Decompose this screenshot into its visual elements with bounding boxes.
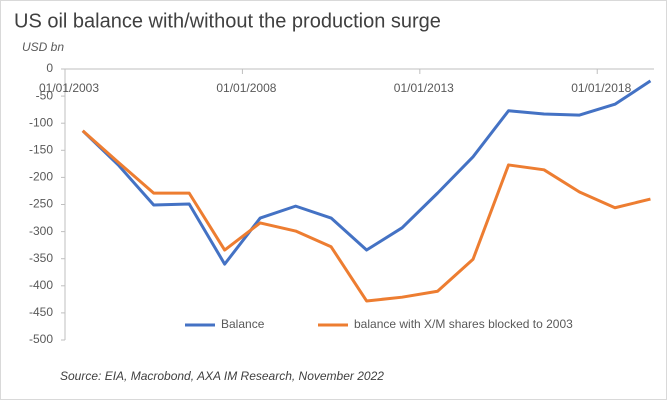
line bbox=[81, 79, 652, 266]
source: Source: EIA, Macrobond, AXA IM Research,… bbox=[60, 369, 384, 383]
y-tick-label: -150 bbox=[29, 142, 53, 156]
line bbox=[81, 129, 651, 303]
x-tick-label: 01/01/2013 bbox=[394, 81, 454, 95]
y-tick-label: -450 bbox=[29, 305, 53, 319]
x-tick-label: 01/01/2003 bbox=[39, 81, 99, 95]
y-tick-label: -400 bbox=[29, 278, 53, 292]
y-axis-label: USD bn bbox=[22, 40, 64, 54]
y-tick-label: -50 bbox=[36, 88, 54, 102]
x-tick-label: 01/01/2008 bbox=[216, 81, 276, 95]
chart-title: US oil balance with/without the producti… bbox=[14, 10, 441, 32]
y-tick-label: -500 bbox=[29, 332, 53, 346]
legend-label: Balance bbox=[221, 317, 265, 331]
y-tick-label: -100 bbox=[29, 115, 53, 129]
y-tick-label: -350 bbox=[29, 251, 53, 265]
y-tick-label: -200 bbox=[29, 170, 53, 184]
y-tick-label: -250 bbox=[29, 197, 53, 211]
y-tick-label: 0 bbox=[46, 61, 53, 75]
y-tick-label: -300 bbox=[29, 224, 53, 238]
legend-label: balance with X/M shares blocked to 2003 bbox=[354, 317, 573, 331]
x-tick-label: 01/01/2018 bbox=[571, 81, 631, 95]
